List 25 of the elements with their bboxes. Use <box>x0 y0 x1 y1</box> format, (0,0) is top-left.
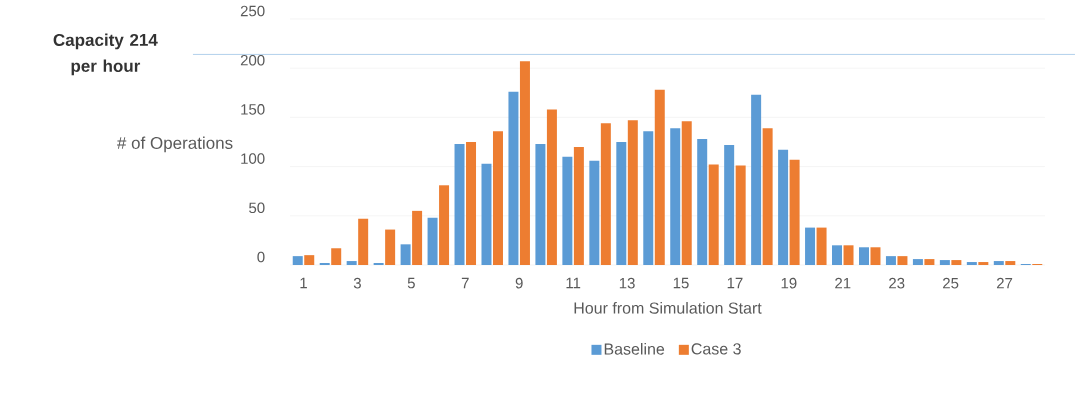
x-tick-label: 7 <box>461 277 469 289</box>
x-tick-label: 15 <box>673 277 689 289</box>
y-tick-label: 200 <box>240 54 265 66</box>
legend-label: Baseline <box>604 342 665 355</box>
y-tick-label: 0 <box>257 251 265 263</box>
x-tick-label: 23 <box>889 277 905 289</box>
x-tick-label: 5 <box>407 277 415 289</box>
x-tick-label: 21 <box>835 277 851 289</box>
x-axis-title: Hour from Simulation Start <box>574 302 762 314</box>
y-tick-label: 50 <box>249 202 265 214</box>
x-tick-label: 9 <box>515 277 523 289</box>
y-tick-label: 150 <box>241 104 265 115</box>
x-tick-label: 27 <box>996 277 1013 289</box>
legend-label: Case 3 <box>691 343 741 355</box>
x-tick-label: 19 <box>781 277 797 289</box>
x-tick-label: 17 <box>727 277 743 289</box>
x-tick-label: 3 <box>353 277 361 289</box>
x-tick-label: 1 <box>300 277 307 289</box>
x-tick-label: 11 <box>566 277 581 289</box>
x-tick-label: 13 <box>619 277 635 289</box>
x-tick-label: 25 <box>943 277 959 289</box>
y-tick-label: 250 <box>240 5 265 17</box>
ref-line-label: Capacity 214 per hour <box>53 33 158 76</box>
y-tick-label: 100 <box>241 153 265 164</box>
y-axis-title: # of Operations <box>116 136 233 153</box>
